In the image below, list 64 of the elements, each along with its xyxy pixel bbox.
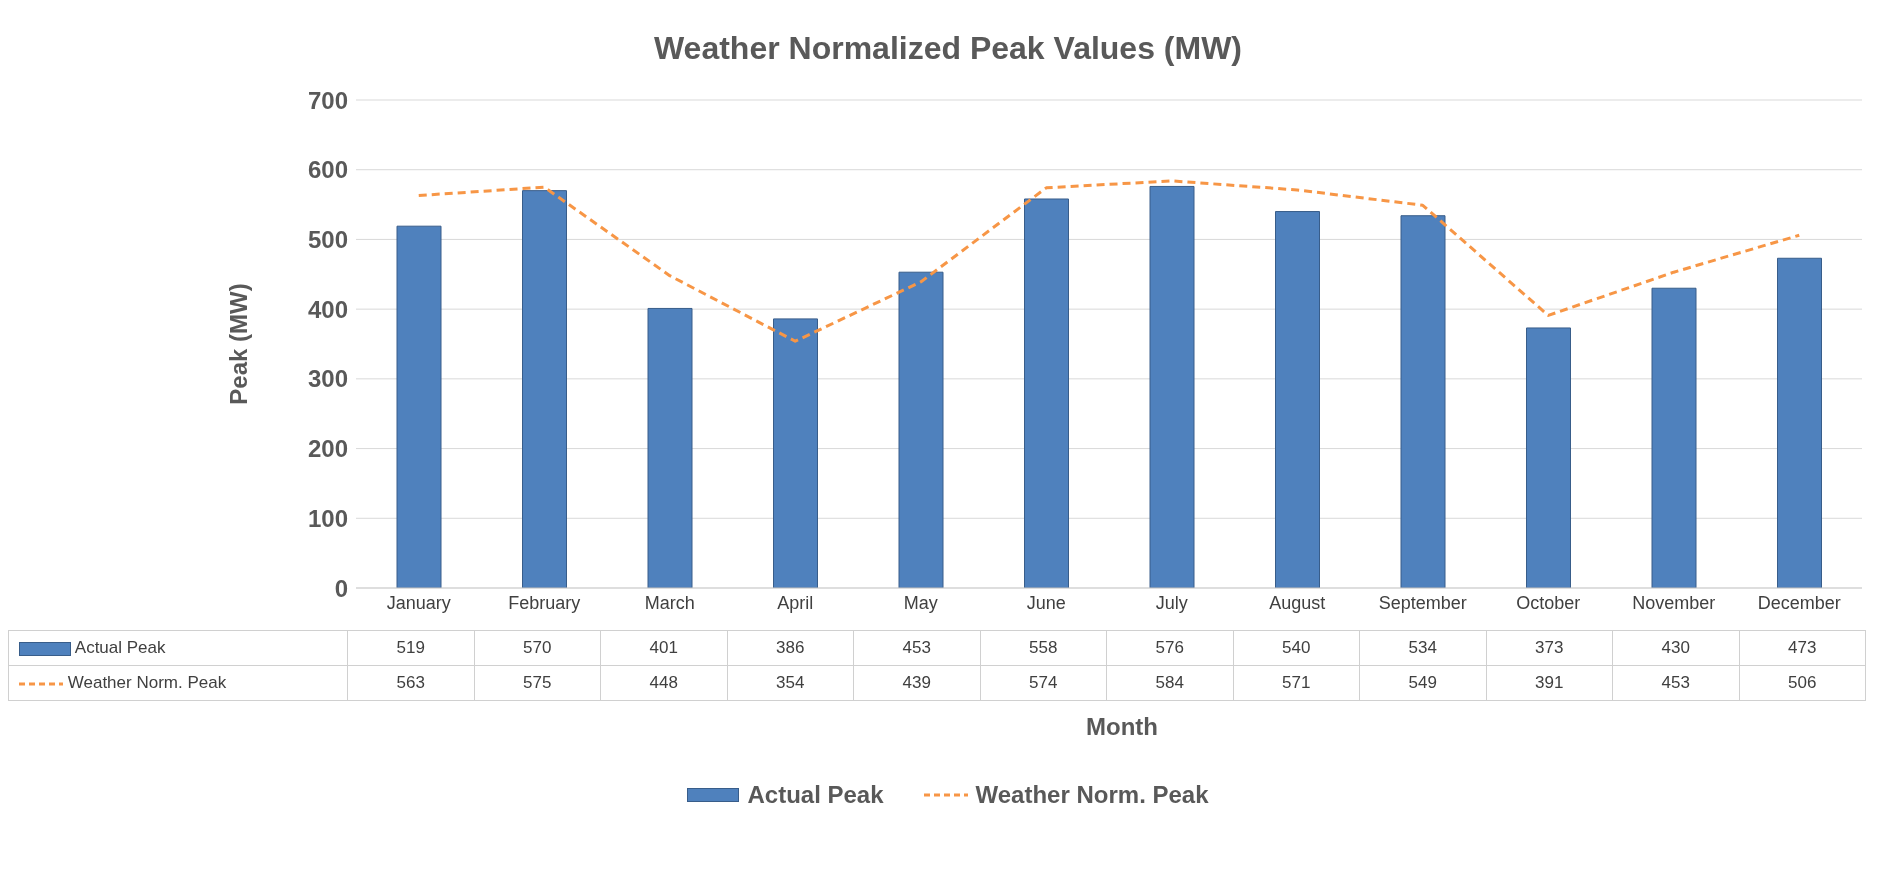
bar (773, 318, 818, 588)
data-label: 519 (347, 630, 474, 666)
bar (396, 225, 442, 588)
data-label: 439 (853, 665, 980, 701)
x-tick-label: June (1026, 592, 1066, 613)
data-label: 473 (1739, 630, 1866, 666)
data-label: 563 (347, 665, 474, 701)
data-label: 571 (1233, 665, 1360, 701)
x-axis-title: Month (1085, 713, 1159, 741)
y-axis-title: Peak (MW) (224, 283, 252, 405)
data-label: 373 (1486, 630, 1613, 666)
x-tick-label: January (386, 592, 451, 613)
legend-label: Weather Norm. Peak (8, 665, 348, 701)
y-tick-label: 100 (307, 504, 348, 532)
data-label: 391 (1486, 665, 1613, 701)
legend-label: Actual Peak (746, 781, 884, 809)
x-tick-label: November (1632, 592, 1716, 613)
y-tick-label: 300 (307, 365, 348, 393)
x-tick-label: February (508, 592, 581, 613)
data-label: 386 (727, 630, 854, 666)
data-label: 540 (1233, 630, 1360, 666)
y-tick-label: 500 (307, 225, 348, 253)
data-label: 453 (1612, 665, 1739, 701)
data-label: 575 (474, 665, 601, 701)
data-label: 570 (474, 630, 601, 666)
bar (1149, 185, 1195, 588)
x-tick-label: April (777, 592, 814, 613)
bar (647, 307, 693, 588)
text: Weather Norm. Peak (975, 781, 1209, 808)
x-tick-label: August (1269, 592, 1326, 613)
x-tick-label: October (1516, 592, 1581, 613)
y-tick-label: 600 (307, 156, 348, 184)
bar (1024, 198, 1069, 588)
bar (1526, 327, 1571, 588)
x-tick-label: December (1757, 592, 1841, 613)
bar (1651, 287, 1697, 588)
x-tick-label: March (644, 592, 695, 613)
data-label: 401 (600, 630, 727, 666)
data-label: 448 (600, 665, 727, 701)
line-series (417, 179, 1801, 343)
chart-title: Weather Normalized Peak Values (MW) (653, 30, 1243, 66)
data-label: 506 (1739, 665, 1866, 701)
data-label: 534 (1359, 630, 1486, 666)
bar (1777, 257, 1822, 588)
x-tick-label: September (1378, 592, 1467, 613)
data-label: 354 (727, 665, 854, 701)
y-tick-label: 200 (307, 435, 348, 463)
data-label: 574 (980, 665, 1107, 701)
data-label: 584 (1106, 665, 1233, 701)
y-tick-label: 0 (334, 574, 348, 602)
data-label: 430 (1612, 630, 1739, 666)
x-tick-label: July (1155, 592, 1188, 613)
data-label: 549 (1359, 665, 1486, 701)
data-label: 558 (980, 630, 1107, 666)
bar (1400, 215, 1446, 588)
y-tick-label: 700 (307, 86, 348, 114)
data-label: 453 (853, 630, 980, 666)
text: Actual Peak (74, 638, 166, 657)
bar (1275, 211, 1320, 588)
data-label: 576 (1106, 630, 1233, 666)
x-tick-label: May (903, 592, 938, 613)
bar (522, 190, 567, 588)
bar (898, 271, 944, 588)
y-tick-label: 400 (307, 295, 348, 323)
